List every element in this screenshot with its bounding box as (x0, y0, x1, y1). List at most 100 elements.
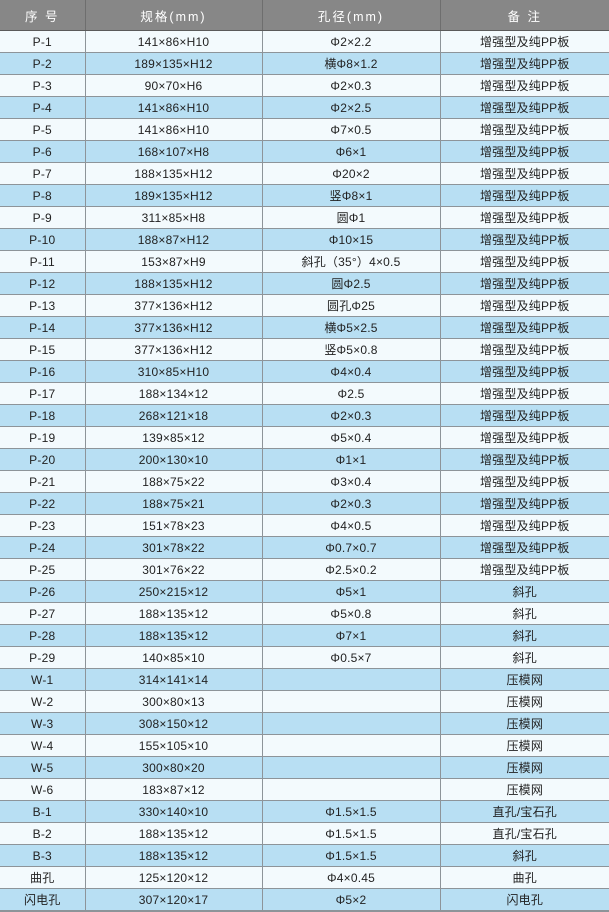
cell-spec: 250×215×12 (84, 580, 263, 603)
cell-note: 增强型及纯PP板 (439, 514, 609, 537)
table-row: 曲孔 125×120×12 Φ4×0.45 曲孔 (0, 866, 609, 889)
column-header-remark: 备 注 (439, 0, 609, 31)
cell-id: P-15 (0, 338, 86, 361)
table-row: W-1 314×141×14 压模网 (0, 668, 609, 691)
table-row: P-19 139×85×12 Φ5×0.4 增强型及纯PP板 (0, 426, 609, 449)
cell-note: 增强型及纯PP板 (439, 426, 609, 449)
cell-hole: Φ2.5×0.2 (261, 558, 441, 581)
cell-hole: Φ2×0.3 (261, 404, 441, 427)
cell-hole: Φ1.5×1.5 (261, 844, 441, 867)
cell-note: 压模网 (439, 668, 609, 691)
cell-hole: Φ7×1 (261, 624, 441, 647)
cell-hole: Φ1.5×1.5 (261, 800, 441, 823)
cell-spec: 308×150×12 (84, 712, 263, 735)
cell-spec: 307×120×17 (84, 888, 263, 912)
cell-hole: Φ0.7×0.7 (261, 536, 441, 559)
cell-spec: 377×136×H12 (84, 294, 263, 317)
cell-id: W-5 (0, 756, 86, 779)
cell-hole: Φ5×0.8 (261, 602, 441, 625)
cell-spec: 189×135×H12 (84, 52, 263, 75)
cell-spec: 153×87×H9 (84, 250, 263, 273)
cell-note: 压模网 (439, 690, 609, 713)
cell-spec: 168×107×H8 (84, 140, 263, 163)
cell-note: 增强型及纯PP板 (439, 448, 609, 471)
cell-hole: Φ5×1 (261, 580, 441, 603)
cell-note: 增强型及纯PP板 (439, 118, 609, 141)
cell-hole: Φ4×0.45 (261, 866, 441, 889)
cell-hole: Φ5×2 (261, 888, 441, 912)
cell-note: 增强型及纯PP板 (439, 294, 609, 317)
cell-spec: 183×87×12 (84, 778, 263, 801)
cell-hole: Φ7×0.5 (261, 118, 441, 141)
table-row: P-3 90×70×H6 Φ2×0.3 增强型及纯PP板 (0, 74, 609, 97)
cell-spec: 300×80×13 (84, 690, 263, 713)
cell-note: 压模网 (439, 712, 609, 735)
cell-id: P-14 (0, 316, 86, 339)
cell-hole: Φ20×2 (261, 162, 441, 185)
cell-hole: 圆Φ1 (261, 206, 441, 229)
cell-id: P-5 (0, 118, 86, 141)
table-row: W-5 300×80×20 压模网 (0, 756, 609, 779)
cell-note: 增强型及纯PP板 (439, 404, 609, 427)
cell-note: 压模网 (439, 778, 609, 801)
cell-note: 曲孔 (439, 866, 609, 889)
cell-id: P-16 (0, 360, 86, 383)
table-row: P-18 268×121×18 Φ2×0.3 增强型及纯PP板 (0, 404, 609, 427)
cell-hole: Φ1×1 (261, 448, 441, 471)
cell-note: 直孔/宝石孔 (439, 800, 609, 823)
cell-hole: Φ3×0.4 (261, 470, 441, 493)
table-row: P-27 188×135×12 Φ5×0.8 斜孔 (0, 602, 609, 625)
table-row: P-10 188×87×H12 Φ10×15 增强型及纯PP板 (0, 228, 609, 251)
cell-hole: Φ2×2.5 (261, 96, 441, 119)
table-row: P-11 153×87×H9 斜孔（35°）4×0.5 增强型及纯PP板 (0, 250, 609, 273)
table-row: B-2 188×135×12 Φ1.5×1.5 直孔/宝石孔 (0, 822, 609, 845)
table-row: P-15 377×136×H12 竖Φ5×0.8 增强型及纯PP板 (0, 338, 609, 361)
cell-note: 增强型及纯PP板 (439, 316, 609, 339)
table-row: P-25 301×76×22 Φ2.5×0.2 增强型及纯PP板 (0, 558, 609, 581)
cell-id: P-18 (0, 404, 86, 427)
table-row: P-9 311×85×H8 圆Φ1 增强型及纯PP板 (0, 206, 609, 229)
cell-id: P-26 (0, 580, 86, 603)
cell-id: P-12 (0, 272, 86, 295)
cell-spec: 188×135×12 (84, 624, 263, 647)
cell-spec: 151×78×23 (84, 514, 263, 537)
cell-note: 增强型及纯PP板 (439, 492, 609, 515)
cell-spec: 140×85×10 (84, 646, 263, 669)
cell-note: 增强型及纯PP板 (439, 52, 609, 75)
cell-id: P-19 (0, 426, 86, 449)
cell-id: P-25 (0, 558, 86, 581)
cell-hole: Φ5×0.4 (261, 426, 441, 449)
cell-spec: 188×134×12 (84, 382, 263, 405)
table-row: P-17 188×134×12 Φ2.5 增强型及纯PP板 (0, 382, 609, 405)
table-row: P-28 188×135×12 Φ7×1 斜孔 (0, 624, 609, 647)
cell-hole (261, 668, 441, 691)
cell-spec: 311×85×H8 (84, 206, 263, 229)
table-row: 闪电孔 307×120×17 Φ5×2 闪电孔 (0, 888, 609, 912)
cell-hole: 斜孔（35°）4×0.5 (261, 250, 441, 273)
cell-hole: 横Φ5×2.5 (261, 316, 441, 339)
cell-id: P-2 (0, 52, 86, 75)
table-row: P-23 151×78×23 Φ4×0.5 增强型及纯PP板 (0, 514, 609, 537)
cell-spec: 188×75×22 (84, 470, 263, 493)
cell-note: 斜孔 (439, 602, 609, 625)
cell-hole (261, 756, 441, 779)
cell-note: 增强型及纯PP板 (439, 74, 609, 97)
table-row: P-7 188×135×H12 Φ20×2 增强型及纯PP板 (0, 162, 609, 185)
cell-id: W-6 (0, 778, 86, 801)
cell-spec: 377×136×H12 (84, 338, 263, 361)
cell-id: P-13 (0, 294, 86, 317)
cell-id: B-3 (0, 844, 86, 867)
table-row: P-8 189×135×H12 竖Φ8×1 增强型及纯PP板 (0, 184, 609, 207)
cell-spec: 155×105×10 (84, 734, 263, 757)
cell-note: 压模网 (439, 756, 609, 779)
cell-id: P-24 (0, 536, 86, 559)
cell-spec: 310×85×H10 (84, 360, 263, 383)
table-row: P-22 188×75×21 Φ2×0.3 增强型及纯PP板 (0, 492, 609, 515)
cell-id: P-17 (0, 382, 86, 405)
cell-note: 增强型及纯PP板 (439, 272, 609, 295)
cell-id: W-1 (0, 668, 86, 691)
cell-id: P-4 (0, 96, 86, 119)
table-body: P-1 141×86×H10 Φ2×2.2 增强型及纯PP板 P-2 189×135×H1… (0, 30, 609, 912)
cell-id: P-29 (0, 646, 86, 669)
